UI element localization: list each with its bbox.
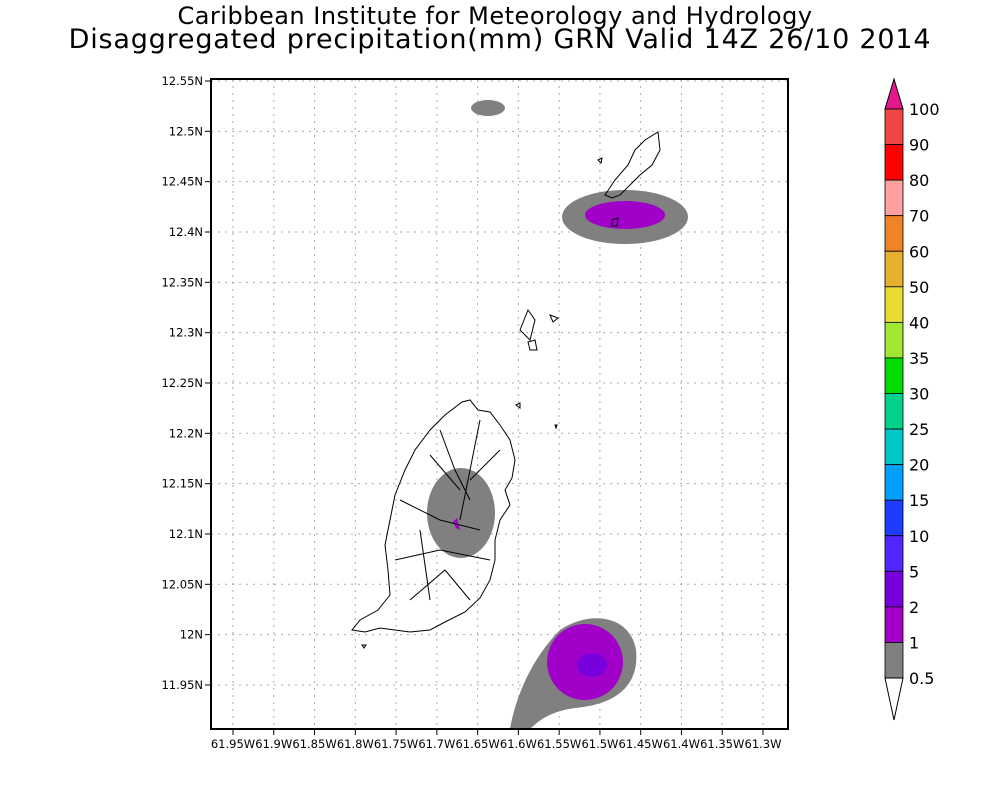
colorbar-over-triangle xyxy=(884,77,904,110)
colorbar-label: 15 xyxy=(909,491,929,510)
lat-tick-label: 11.95N xyxy=(161,678,203,692)
colorbar-label: 0.5 xyxy=(909,669,934,688)
lat-tick-label: 12.3N xyxy=(169,326,203,340)
chart-subtitle: Disaggregated precipitation(mm) GRN Vali… xyxy=(68,24,932,55)
lat-tick-label: 12.35N xyxy=(161,275,203,289)
grenada-island xyxy=(351,399,516,633)
colorbar-segment xyxy=(884,393,904,430)
lon-tick-label: 61.3W xyxy=(745,737,782,751)
lat-tick-label: 12.45N xyxy=(161,175,203,189)
colorbar-label: 10 xyxy=(909,527,929,546)
colorbar-label: 40 xyxy=(909,313,929,332)
colorbar-label: 2 xyxy=(909,598,919,617)
precip-violet-south xyxy=(577,653,607,677)
colorbar-label: 25 xyxy=(909,420,929,439)
lon-tick-label: 61.8W xyxy=(337,737,374,751)
coastlines xyxy=(351,131,661,649)
lat-tick-label: 12.4N xyxy=(169,225,203,239)
lat-tick-label: 12.15N xyxy=(161,477,203,491)
lon-tick-label: 61.6W xyxy=(500,737,537,751)
lat-tick-label: 12.05N xyxy=(161,577,203,591)
chart-title: Caribbean Institute for Meteorology and … xyxy=(177,2,813,30)
colorbar-segment xyxy=(884,250,904,288)
lat-tick-label: 12.5N xyxy=(169,124,203,138)
lon-tick-label: 61.5W xyxy=(581,737,618,751)
grenada-parishes xyxy=(394,419,501,601)
colorbar-segment xyxy=(884,357,904,394)
colorbar-segment xyxy=(884,535,904,572)
lat-tick-label: 12N xyxy=(180,628,203,642)
colorbar-segment xyxy=(884,606,904,643)
colorbar-segment xyxy=(884,499,904,537)
colorbar-label: 70 xyxy=(909,207,929,226)
colorbar-label: 35 xyxy=(909,349,929,368)
lon-tick-label: 61.75W xyxy=(374,737,418,751)
colorbar-segment xyxy=(884,144,904,181)
precip-purple-carriacou xyxy=(585,201,665,229)
lat-tick-label: 12.1N xyxy=(169,527,203,541)
colorbar-label: 20 xyxy=(909,456,929,475)
small-islands xyxy=(361,157,619,649)
colorbar-segment xyxy=(884,179,904,217)
colorbar-segment xyxy=(884,570,904,608)
lon-tick-label: 61.9W xyxy=(255,737,292,751)
colorbar-legend: 100 90 80 70 60 50 40 35 30 25 20 15 10 5 2 1 0.5 xyxy=(884,77,940,721)
colorbar-segment xyxy=(884,215,904,252)
lat-tick-label: 12.55N xyxy=(161,74,203,88)
colorbar-label: 5 xyxy=(909,562,919,581)
lat-tick-label: 12.25N xyxy=(161,376,203,390)
lon-tick-label: 61.55W xyxy=(537,737,581,751)
colorbar-under-triangle xyxy=(884,677,904,721)
lon-tick-label: 61.95W xyxy=(211,737,255,751)
colorbar-label: 1 xyxy=(909,633,919,652)
colorbar-segment xyxy=(884,108,904,145)
colorbar-label: 90 xyxy=(909,136,929,155)
carriacou-island xyxy=(604,131,661,199)
colorbar-label: 30 xyxy=(909,385,929,404)
colorbar-segment xyxy=(884,286,904,323)
lon-tick-label: 61.35W xyxy=(700,737,744,751)
colorbar-segment xyxy=(884,464,904,501)
precip-gray-north xyxy=(471,100,505,116)
colorbar-label: 100 xyxy=(909,100,940,119)
grid-lines xyxy=(211,79,788,729)
lon-tick-label: 61.65W xyxy=(455,737,499,751)
map-frame xyxy=(210,78,789,730)
colorbar-label: 50 xyxy=(909,278,929,297)
colorbar-segment xyxy=(884,321,904,359)
lat-tick-label: 12.2N xyxy=(169,426,203,440)
lon-tick-label: 61.4W xyxy=(663,737,700,751)
colorbar-segment xyxy=(884,428,904,466)
precipitation-field xyxy=(427,100,688,729)
lon-tick-label: 61.85W xyxy=(292,737,336,751)
lon-tick-label: 61.45W xyxy=(619,737,663,751)
lon-tick-label: 61.7W xyxy=(418,737,455,751)
colorbar-label: 60 xyxy=(909,242,929,261)
colorbar-label: 80 xyxy=(909,171,929,190)
axis-ticks: 12.55N 12.5N 12.45N 12.4N 12.35N 12.3N 12.25N 1… xyxy=(161,74,781,751)
colorbar-segment xyxy=(884,642,904,679)
